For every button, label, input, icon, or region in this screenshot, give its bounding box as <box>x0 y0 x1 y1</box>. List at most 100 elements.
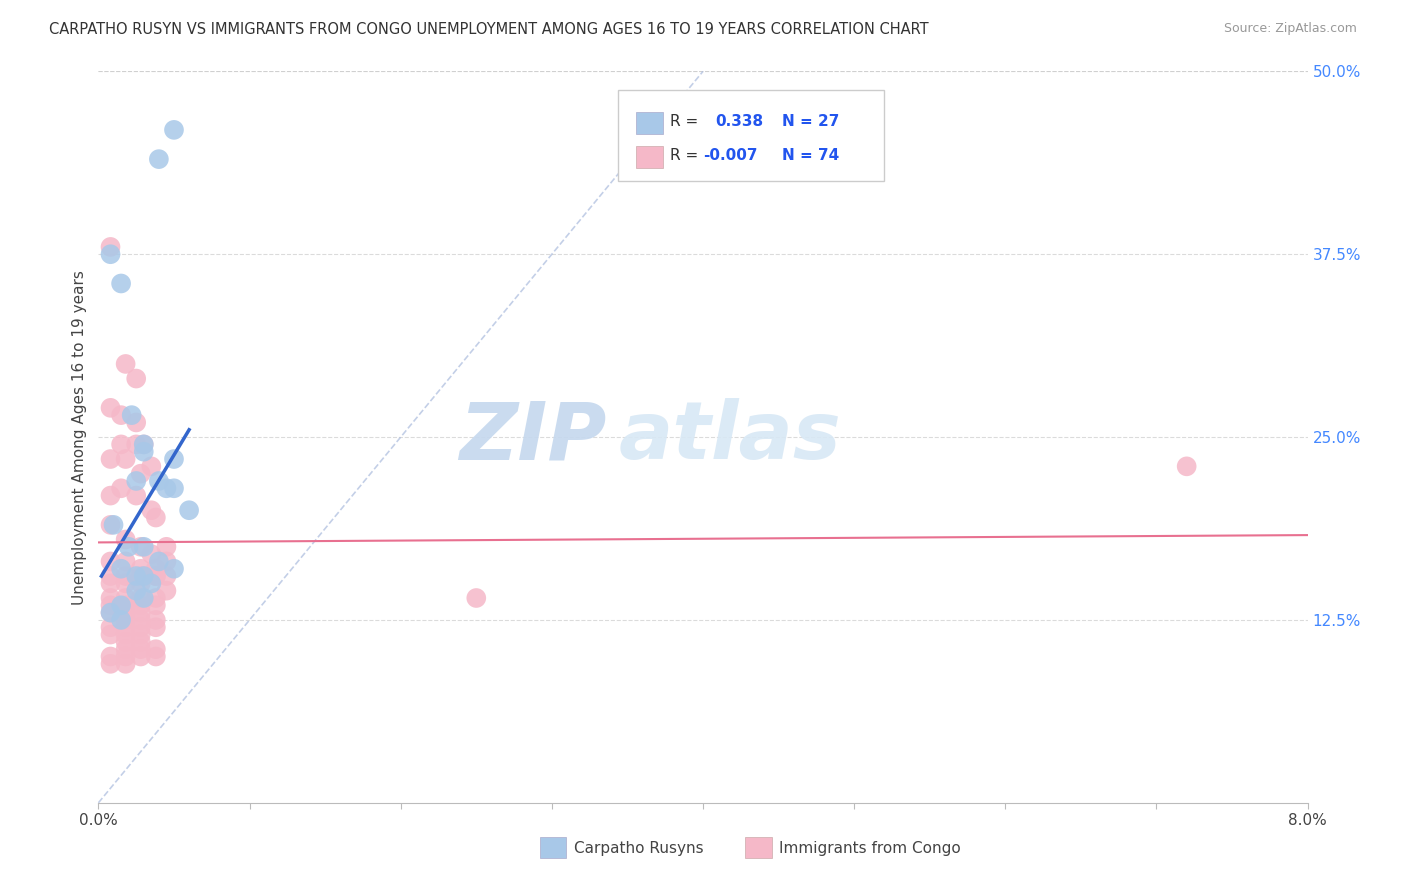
Text: CARPATHO RUSYN VS IMMIGRANTS FROM CONGO UNEMPLOYMENT AMONG AGES 16 TO 19 YEARS C: CARPATHO RUSYN VS IMMIGRANTS FROM CONGO … <box>49 22 929 37</box>
Point <box>121 408 143 422</box>
Point <box>148 474 170 488</box>
Point <box>155 554 177 568</box>
Point <box>110 481 132 495</box>
Point <box>100 591 122 605</box>
Point <box>145 613 167 627</box>
Point <box>125 489 148 503</box>
Point <box>114 357 136 371</box>
Point <box>114 649 136 664</box>
Point <box>110 437 132 451</box>
Point <box>465 591 488 605</box>
Point <box>129 467 152 481</box>
Point <box>114 613 136 627</box>
Point <box>114 635 136 649</box>
Point <box>100 649 122 664</box>
Bar <box>540 838 567 858</box>
Point <box>114 533 136 547</box>
Point <box>129 562 152 576</box>
Point <box>100 620 122 634</box>
Point <box>100 599 122 613</box>
Point <box>132 444 155 458</box>
Point <box>148 554 170 568</box>
Point <box>129 627 152 641</box>
Point <box>125 569 148 583</box>
Point <box>100 452 122 467</box>
Point <box>141 459 163 474</box>
Point <box>129 649 152 664</box>
Point <box>114 627 136 641</box>
Point <box>100 606 122 620</box>
Point <box>118 540 141 554</box>
Point <box>100 627 122 641</box>
Point <box>100 554 122 568</box>
Text: N = 27: N = 27 <box>782 113 839 128</box>
Point <box>132 437 155 451</box>
Point <box>145 591 167 605</box>
Point <box>114 452 136 467</box>
Point <box>155 481 177 495</box>
Point <box>100 657 122 671</box>
Text: R =: R = <box>671 148 703 163</box>
Bar <box>637 146 664 168</box>
Point <box>129 591 152 605</box>
Point <box>125 416 148 430</box>
Bar <box>745 838 772 858</box>
Point <box>129 635 152 649</box>
Point <box>100 576 122 591</box>
FancyBboxPatch shape <box>619 90 884 181</box>
Point <box>132 569 155 583</box>
Text: -0.007: -0.007 <box>703 148 758 163</box>
Bar <box>637 112 664 134</box>
Point <box>145 569 167 583</box>
Point <box>179 503 201 517</box>
Point <box>100 517 122 532</box>
Point <box>129 599 152 613</box>
Point <box>132 591 155 605</box>
Point <box>145 510 167 524</box>
Point <box>114 620 136 634</box>
Point <box>163 452 186 467</box>
Point <box>100 606 122 620</box>
Y-axis label: Unemployment Among Ages 16 to 19 years: Unemployment Among Ages 16 to 19 years <box>72 269 87 605</box>
Point <box>129 540 152 554</box>
Point <box>100 401 122 415</box>
Point <box>100 489 122 503</box>
Point <box>145 649 167 664</box>
Point <box>100 247 122 261</box>
Point <box>129 642 152 657</box>
Point <box>163 562 186 576</box>
Point <box>145 599 167 613</box>
Text: atlas: atlas <box>619 398 841 476</box>
Point <box>103 517 125 532</box>
Point <box>1175 459 1198 474</box>
Point <box>145 642 167 657</box>
Point <box>155 569 177 583</box>
Point <box>114 657 136 671</box>
Point <box>141 547 163 561</box>
Point <box>129 576 152 591</box>
Point <box>110 408 132 422</box>
Text: Immigrants from Congo: Immigrants from Congo <box>779 840 960 855</box>
Point <box>163 481 186 495</box>
Text: N = 74: N = 74 <box>782 148 839 163</box>
Point <box>145 562 167 576</box>
Text: 0.338: 0.338 <box>716 113 763 128</box>
Text: Source: ZipAtlas.com: Source: ZipAtlas.com <box>1223 22 1357 36</box>
Point <box>110 562 132 576</box>
Point <box>148 152 170 166</box>
Point <box>114 554 136 568</box>
Point <box>145 569 167 583</box>
Text: ZIP: ZIP <box>458 398 606 476</box>
Point <box>132 540 155 554</box>
Point <box>141 503 163 517</box>
Point <box>110 613 132 627</box>
Point <box>145 620 167 634</box>
Text: Carpatho Rusyns: Carpatho Rusyns <box>574 840 703 855</box>
Point <box>110 277 132 291</box>
Point <box>132 569 155 583</box>
Point <box>100 569 122 583</box>
Point <box>129 569 152 583</box>
Point <box>114 606 136 620</box>
Point <box>125 583 148 598</box>
Point <box>125 474 148 488</box>
